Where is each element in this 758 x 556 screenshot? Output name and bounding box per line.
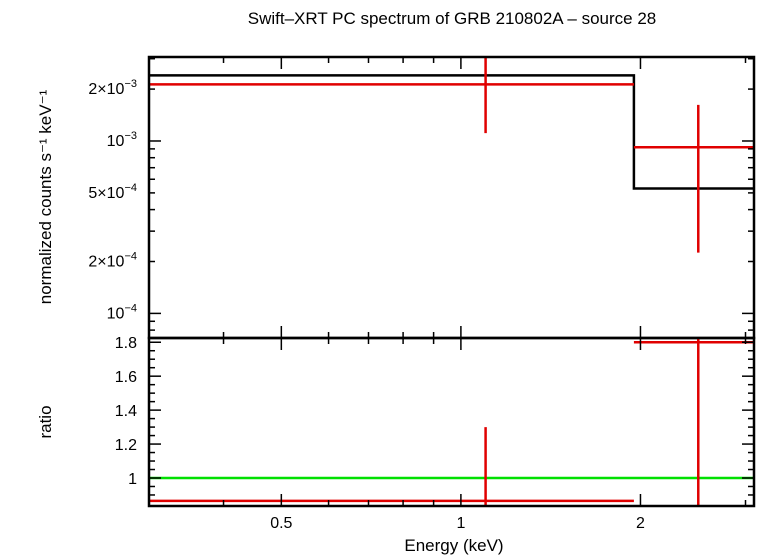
x-tick-label: 1 xyxy=(456,515,465,532)
ratio-frame xyxy=(147,336,756,508)
ratio-y-axis-label: ratio xyxy=(36,405,55,438)
spectrum-y-tick-label: 10−4 xyxy=(107,302,137,322)
spectrum-y-tick-label: 2×10−4 xyxy=(88,251,137,271)
spectrum-frame xyxy=(147,55,756,340)
spectrum-y-tick-label: 5×10−4 xyxy=(88,182,137,202)
spectrum-y-tick-label: 10−3 xyxy=(107,130,137,150)
chart-title: Swift–XRT PC spectrum of GRB 210802A – s… xyxy=(248,9,657,28)
ratio-y-tick-label: 1.4 xyxy=(115,403,137,420)
ratio-panel: 1 1.2 1.4 1.6 1.8 0.5 1 2 xyxy=(115,335,756,532)
x-axis-label: Energy (keV) xyxy=(404,536,503,555)
ratio-y-tick-label: 1.2 xyxy=(115,437,137,454)
x-tick-label: 0.5 xyxy=(270,515,292,532)
ratio-y-tick-label: 1.8 xyxy=(115,335,137,352)
spectrum-panel: 10−4 2×10−4 5×10−4 10−3 2×10−3 xyxy=(88,55,756,340)
spectrum-y-axis-label: normalized counts s⁻¹ keV⁻¹ xyxy=(36,89,55,304)
ratio-y-tick-label: 1 xyxy=(128,471,137,488)
ratio-y-tick-label: 1.6 xyxy=(115,369,137,386)
spectrum-y-tick-label: 2×10−3 xyxy=(88,78,137,98)
model-step-line xyxy=(149,74,754,190)
x-tick-label: 2 xyxy=(636,515,645,532)
